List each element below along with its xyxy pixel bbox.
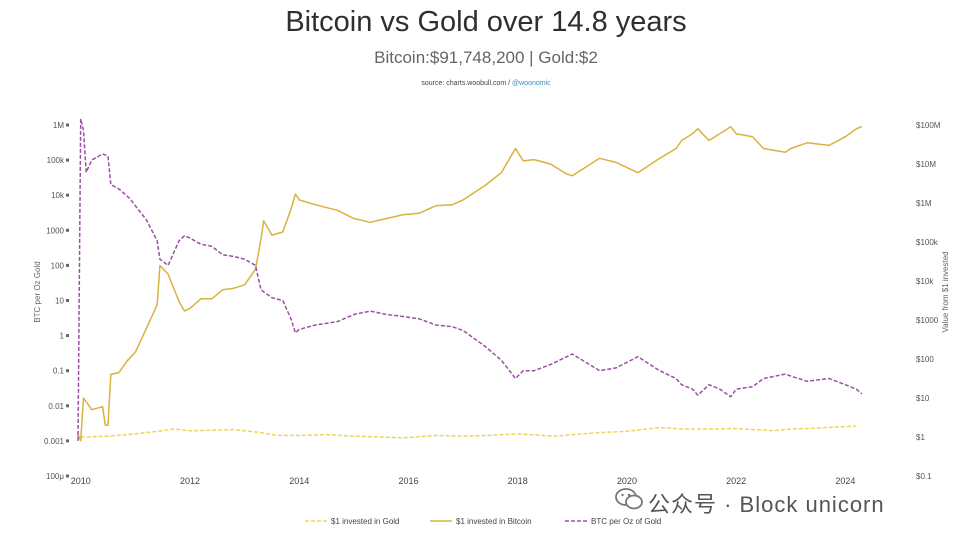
right-tick-label: $1M (916, 199, 932, 208)
left-tick-label: 100μ (46, 472, 64, 481)
right-tick-label: $100k (916, 238, 939, 247)
series-layer (77, 118, 863, 442)
x-tick-label: 2020 (617, 476, 637, 486)
left-tick-mark (66, 193, 69, 197)
x-tick-label: 2014 (289, 476, 309, 486)
right-axis-ticks: $0.1 $1 $10 $100 $1000 $10k $100k $1M $10M $100M (916, 121, 941, 481)
left-tick-mark (66, 439, 69, 443)
legend-label: $1 invested in Gold (331, 517, 400, 526)
left-tick-mark (66, 474, 69, 478)
left-tick-label: 0.01 (48, 402, 64, 411)
left-tick-label: 100k (47, 156, 65, 165)
left-tick-label: 1000 (46, 226, 64, 235)
source-prefix: source: charts.woobull.com / (421, 80, 513, 87)
series-line (77, 125, 863, 442)
chart-source: source: charts.woobull.com / @woonomic (0, 80, 972, 87)
left-tick-label: 1 (60, 332, 65, 341)
left-tick-mark (66, 263, 69, 267)
left-tick-mark (66, 158, 69, 162)
left-tick-mark (66, 404, 69, 408)
series-line (80, 425, 857, 439)
right-axis-label: Value from $1 invested (941, 251, 950, 332)
watermark-text: 公众号 · Block unicorn (648, 492, 885, 517)
left-tick-label: 10 (55, 297, 64, 306)
left-tick-mark (66, 123, 69, 127)
right-tick-label: $100M (916, 121, 941, 130)
chart-title: Bitcoin vs Gold over 14.8 years (285, 6, 687, 38)
source-handle-link[interactable]: @woonomic (512, 80, 551, 87)
left-axis-ticks: 100μ 0.001 0.01 0.1 1 10 100 1000 10k 100k 1M (44, 121, 69, 481)
x-tick-label: 2012 (180, 476, 200, 486)
right-tick-label: $1000 (916, 316, 939, 325)
right-tick-label: $10 (916, 394, 930, 403)
right-tick-label: $10M (916, 160, 936, 169)
x-tick-label: 2016 (398, 476, 418, 486)
x-tick-label: 2018 (508, 476, 528, 486)
left-tick-label: 100 (51, 261, 65, 270)
x-tick-label: 2022 (726, 476, 746, 486)
x-tick-label: 2010 (71, 476, 91, 486)
legend-label: BTC per Oz of Gold (591, 517, 661, 526)
x-axis-ticks: 2010 2012 2014 2016 2018 2020 2022 2024 (71, 476, 856, 486)
left-tick-mark (66, 369, 69, 373)
right-tick-label: $1 (916, 433, 925, 442)
left-tick-mark (66, 334, 69, 338)
right-tick-label: $100 (916, 355, 934, 364)
wechat-icon (615, 488, 643, 510)
x-tick-label: 2024 (835, 476, 855, 486)
left-tick-label: 10k (51, 191, 65, 200)
left-tick-label: 1M (53, 121, 64, 130)
left-tick-label: 0.1 (53, 367, 65, 376)
series-line (77, 118, 863, 441)
chart-legend: $1 invested in Gold $1 invested in Bitcoi… (305, 517, 661, 526)
left-tick-label: 0.001 (44, 437, 65, 446)
right-tick-label: $10k (916, 277, 934, 286)
left-tick-mark (66, 228, 69, 232)
left-axis-label: BTC per Oz Gold (33, 261, 42, 322)
chart-subtitle: Bitcoin:$91,748,200 | Gold:$2 (374, 48, 598, 67)
legend-label: $1 invested in Bitcoin (456, 517, 532, 526)
right-tick-label: $0.1 (916, 472, 932, 481)
left-tick-mark (66, 299, 69, 302)
